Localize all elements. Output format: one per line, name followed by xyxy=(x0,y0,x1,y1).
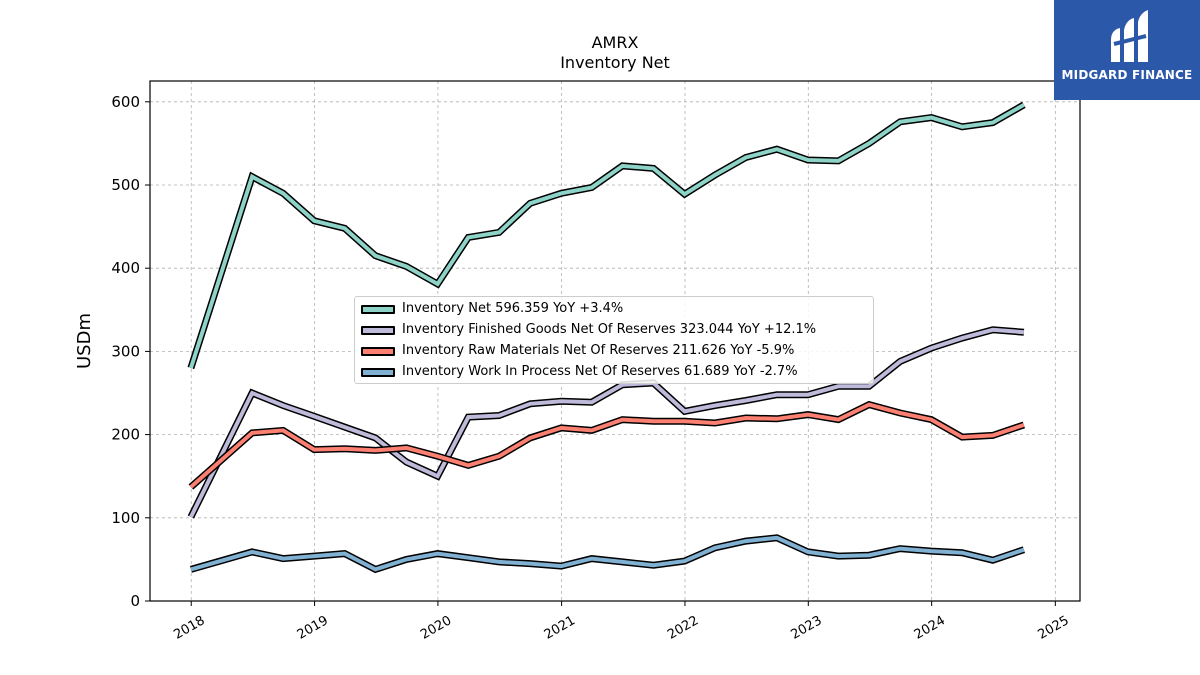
x-tick-label: 2018 xyxy=(171,613,207,643)
y-tick-label: 400 xyxy=(111,259,140,277)
plot-frame xyxy=(149,80,1081,602)
legend-swatch xyxy=(361,326,395,335)
legend-item: Inventory Work In Process Net Of Reserve… xyxy=(355,363,873,384)
y-tick-label: 200 xyxy=(111,426,140,444)
brand-name: MIDGARD FINANCE xyxy=(1061,68,1193,82)
legend-swatch xyxy=(361,368,395,377)
brand-mark-icon xyxy=(1111,10,1148,62)
y-tick-label: 0 xyxy=(130,592,140,610)
chart-title: AMRX xyxy=(591,33,639,52)
x-tick-label: 2025 xyxy=(1036,613,1072,643)
legend-label: Inventory Work In Process Net Of Reserve… xyxy=(402,364,798,379)
legend-item: Inventory Finished Goods Net Of Reserves… xyxy=(355,321,873,342)
legend-label: Inventory Raw Materials Net Of Reserves … xyxy=(402,343,795,358)
series-line xyxy=(188,103,1025,369)
y-tick-label: 600 xyxy=(111,93,140,111)
x-tick-label: 2022 xyxy=(665,613,701,643)
legend-label: Inventory Finished Goods Net Of Reserves… xyxy=(402,322,817,337)
legend: Inventory Net 596.359 YoY +3.4% Inventor… xyxy=(354,296,874,384)
legend-item: Inventory Net 596.359 YoY +3.4% xyxy=(355,300,873,321)
y-tick-label: 100 xyxy=(111,509,140,527)
y-tick-label: 300 xyxy=(111,342,140,360)
x-tick-label: 2021 xyxy=(542,613,578,643)
x-tick-label: 2019 xyxy=(295,613,331,643)
legend-item: Inventory Raw Materials Net Of Reserves … xyxy=(355,342,873,363)
series-line xyxy=(189,402,1025,489)
x-tick-label: 2024 xyxy=(912,613,948,643)
series-line xyxy=(189,327,1025,518)
series-line xyxy=(190,535,1025,572)
series-line-outline xyxy=(189,534,1026,574)
y-axis-label: USDm xyxy=(74,313,95,369)
legend-swatch xyxy=(361,305,395,314)
x-tick-label: 2023 xyxy=(788,613,824,643)
legend-label: Inventory Net 596.359 YoY +3.4% xyxy=(402,301,624,316)
legend-swatch xyxy=(361,347,395,356)
x-tick-label: 2020 xyxy=(418,613,454,643)
chart-subtitle: Inventory Net xyxy=(560,53,670,72)
y-tick-label: 500 xyxy=(111,176,140,194)
brand-logo: MIDGARD FINANCE xyxy=(1054,0,1200,100)
